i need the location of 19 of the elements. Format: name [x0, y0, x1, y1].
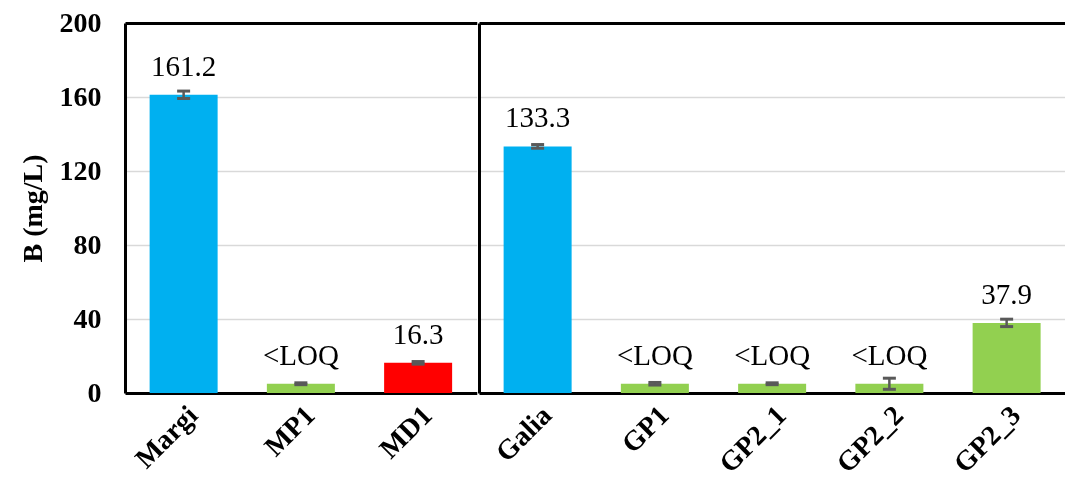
y-tick-label: 0	[87, 376, 102, 408]
data-label: 161.2	[151, 49, 217, 82]
bar	[384, 362, 453, 393]
y-tick-label: 160	[59, 80, 102, 112]
data-label: <LOQ	[262, 338, 339, 371]
y-axis-title: B (mg/L)	[16, 154, 48, 263]
y-tick-label: 120	[59, 154, 102, 186]
y-tick-label: 80	[73, 228, 102, 260]
data-label: 16.3	[392, 317, 444, 350]
x-tick-label: GP1	[615, 399, 675, 459]
data-label: <LOQ	[851, 338, 928, 371]
y-tick-label: 40	[73, 302, 102, 334]
bar	[266, 383, 335, 393]
data-label: 133.3	[504, 101, 570, 134]
data-label: <LOQ	[733, 338, 810, 371]
bar	[149, 94, 218, 393]
data-label: <LOQ	[616, 338, 693, 371]
data-label: 37.9	[981, 277, 1032, 310]
y-tick-label: 200	[59, 6, 102, 38]
